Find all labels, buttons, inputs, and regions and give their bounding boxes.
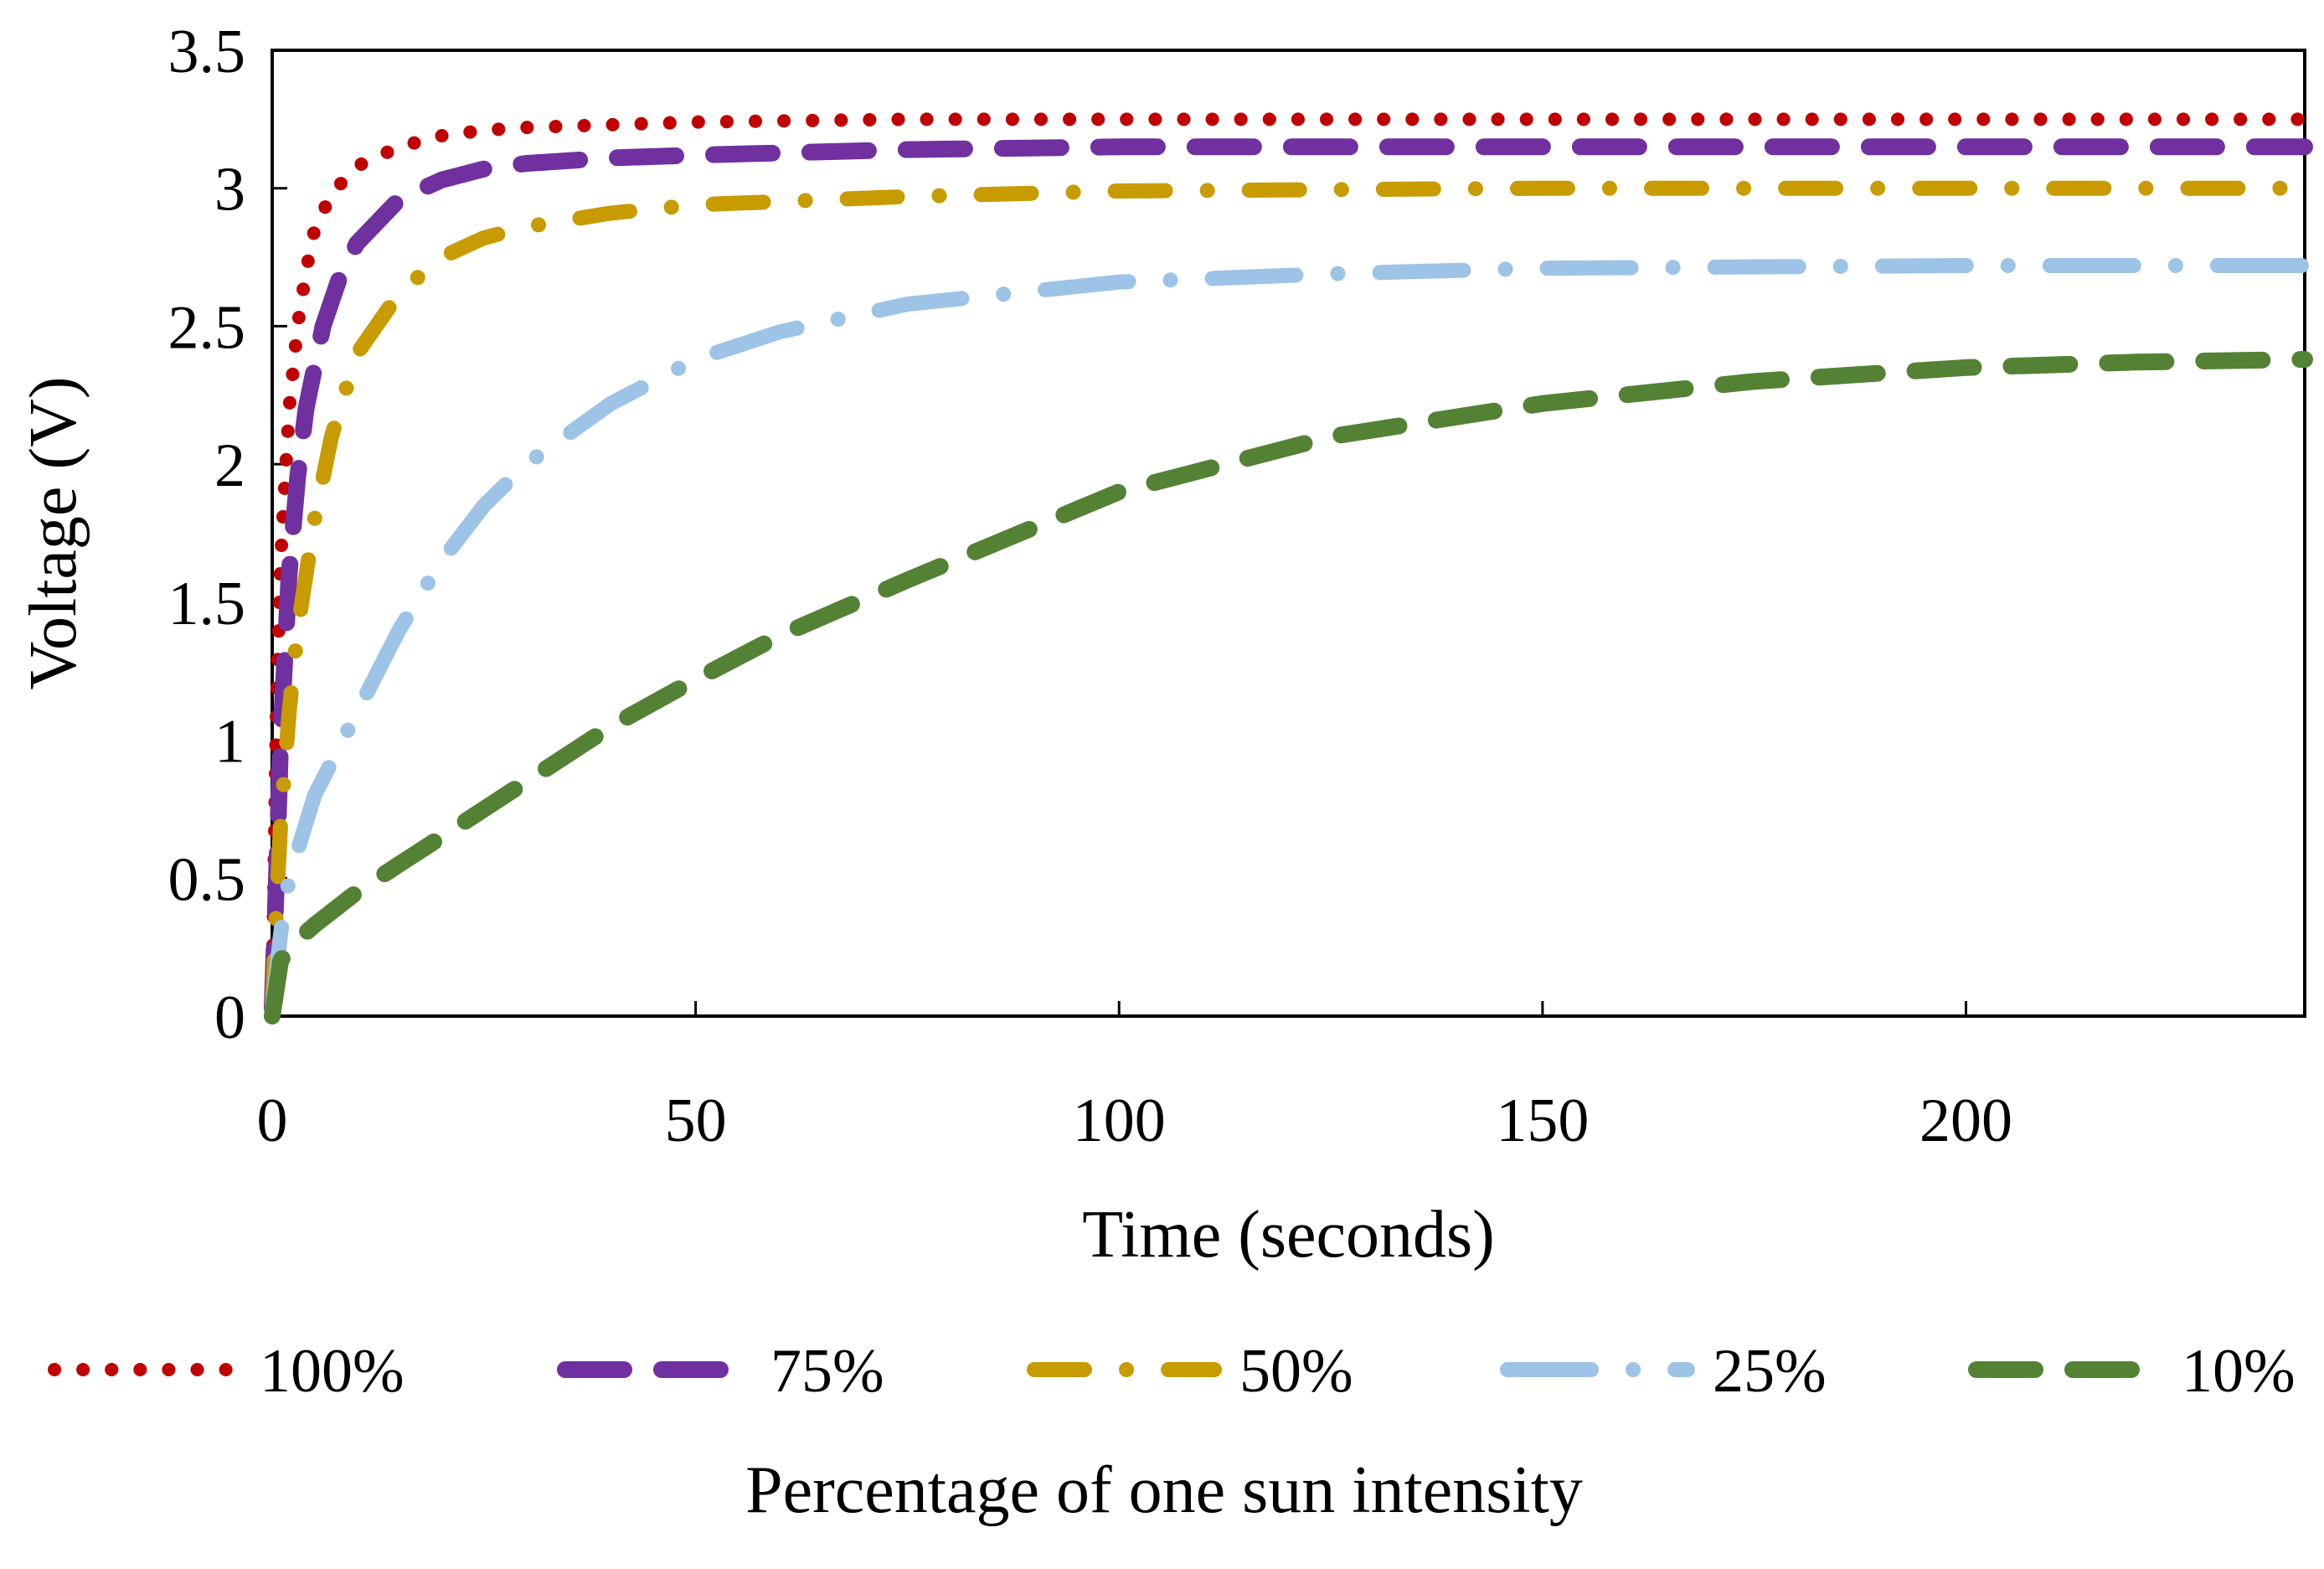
- x-axis-title: Time (seconds): [1082, 1198, 1495, 1272]
- x-tick-label: 200: [1919, 1086, 2012, 1155]
- y-tick-label: 2.5: [168, 293, 246, 362]
- y-tick-label: 0.5: [168, 845, 246, 914]
- legend-label: 25%: [1713, 1337, 1827, 1406]
- legend-label: 10%: [2182, 1337, 2296, 1406]
- series-lines: [264, 112, 2313, 1024]
- series-line-25pct: [265, 258, 2312, 1019]
- legend-label: 50%: [1239, 1337, 1353, 1406]
- plot-frame: [271, 49, 2306, 1018]
- y-tick-label: 2: [214, 431, 245, 500]
- legend-title: Percentage of one sun intensity: [745, 1453, 1583, 1527]
- legend-label: 100%: [260, 1337, 405, 1406]
- legend: 100% 75% 50% 25% 10%: [48, 1337, 2296, 1406]
- series-line-50pct: [265, 180, 2312, 1019]
- x-tick-label: 50: [665, 1086, 727, 1155]
- y-tick-label: 0: [214, 983, 245, 1052]
- x-tick-label: 100: [1073, 1086, 1166, 1155]
- series-line-10pct: [264, 351, 2313, 1024]
- y-tick-label: 1: [214, 708, 245, 777]
- y-tick-label: 3: [214, 156, 245, 225]
- x-tick-label: 150: [1496, 1086, 1589, 1155]
- x-tick-label: 0: [257, 1086, 288, 1155]
- y-tick-label: 1.5: [168, 570, 246, 638]
- series-line-75pct: [264, 138, 2313, 1017]
- legend-label: 75%: [770, 1337, 884, 1406]
- y-axis-title: Voltage (V): [17, 377, 90, 690]
- series-line-100pct: [265, 112, 2311, 1009]
- tick-labels: 0 0.5 1 1.5 2 2.5 3 3.5 0 50 100 150 200: [168, 18, 2013, 1155]
- y-tick-label: 3.5: [168, 18, 246, 86]
